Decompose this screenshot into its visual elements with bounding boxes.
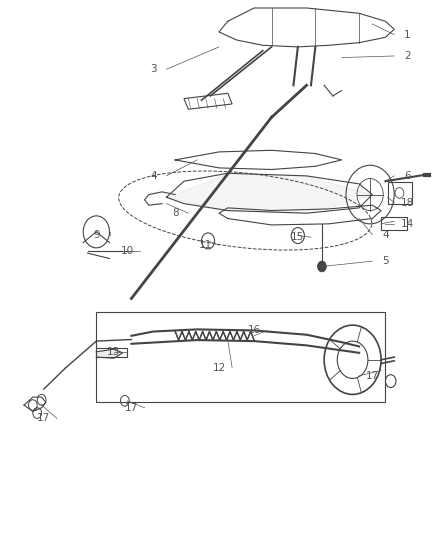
Text: 1: 1 — [404, 30, 411, 39]
Text: 3: 3 — [150, 64, 157, 74]
Text: 14: 14 — [401, 219, 414, 229]
Polygon shape — [96, 349, 123, 358]
Text: 4: 4 — [382, 230, 389, 239]
Bar — [381, 217, 407, 230]
Text: 5: 5 — [382, 256, 389, 266]
Text: 13: 13 — [107, 347, 120, 357]
Text: 17: 17 — [125, 403, 138, 413]
Bar — [388, 182, 412, 204]
Text: 10: 10 — [120, 246, 134, 255]
Text: 16: 16 — [247, 326, 261, 335]
Text: 2: 2 — [404, 51, 411, 61]
Text: 15: 15 — [291, 232, 304, 242]
Text: 17: 17 — [37, 414, 50, 423]
Bar — [96, 348, 127, 357]
Circle shape — [318, 261, 326, 272]
Text: 17: 17 — [366, 371, 379, 381]
Text: 8: 8 — [172, 208, 179, 218]
Text: 18: 18 — [401, 198, 414, 207]
Text: 9: 9 — [93, 230, 100, 239]
Text: 12: 12 — [212, 363, 226, 373]
Text: 11: 11 — [199, 240, 212, 250]
Text: 4: 4 — [150, 171, 157, 181]
Text: 6: 6 — [404, 171, 411, 181]
